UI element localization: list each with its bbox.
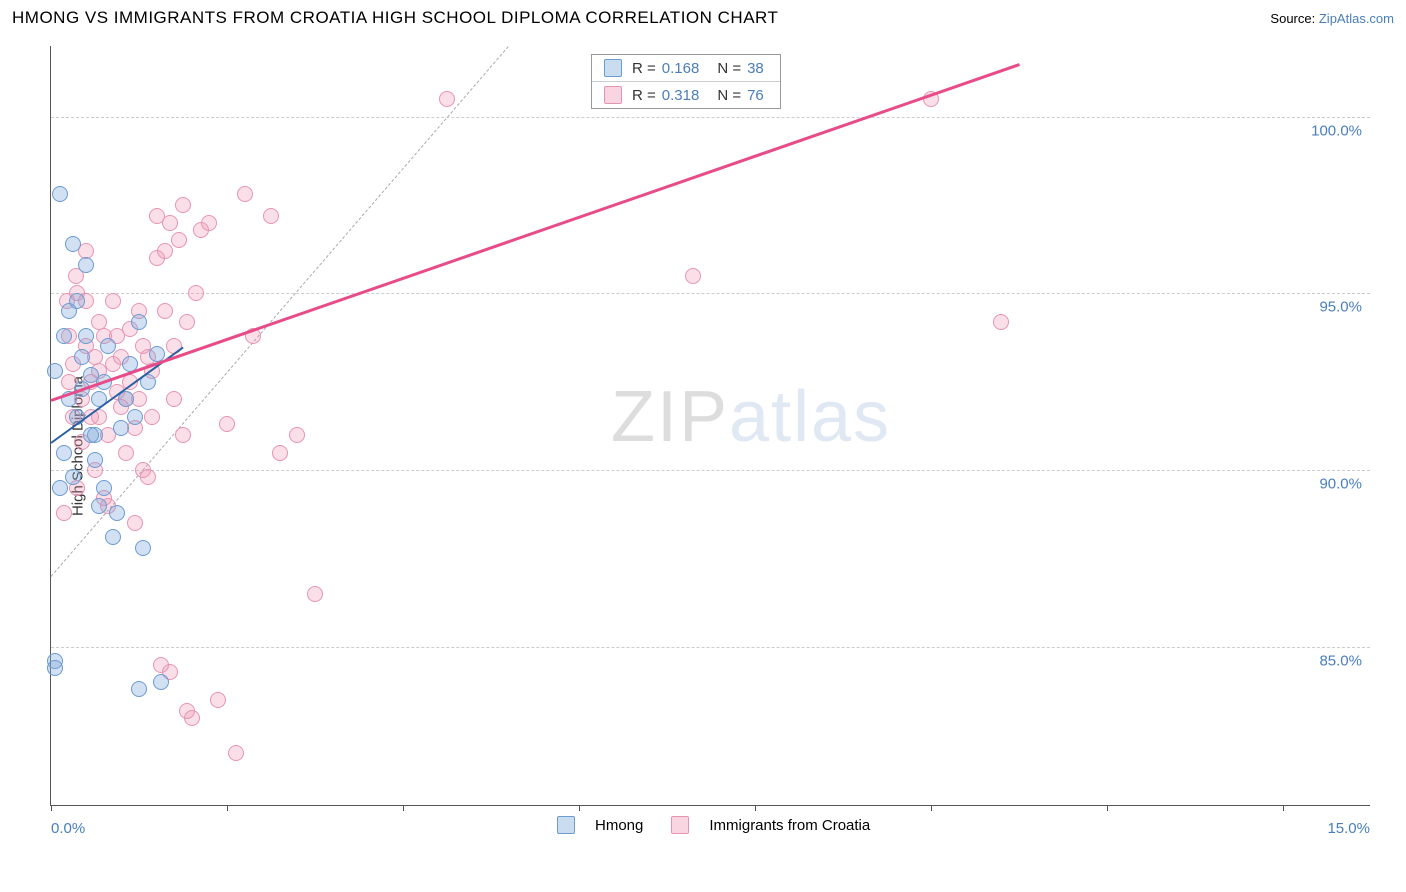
data-point xyxy=(188,285,204,301)
data-point xyxy=(157,303,173,319)
legend-swatch xyxy=(557,816,575,834)
n-label: N = xyxy=(717,87,741,104)
gridline xyxy=(51,470,1370,471)
data-point xyxy=(272,445,288,461)
x-tick-label: 15.0% xyxy=(1327,820,1370,837)
data-point xyxy=(179,314,195,330)
n-value: 38 xyxy=(747,60,764,77)
data-point xyxy=(135,462,151,478)
source-link[interactable]: ZipAtlas.com xyxy=(1319,11,1394,26)
x-tick xyxy=(755,805,756,811)
data-point xyxy=(135,540,151,556)
data-point xyxy=(109,505,125,521)
data-point xyxy=(153,674,169,690)
legend-row: R = 0.318 N = 76 xyxy=(592,82,780,108)
data-point xyxy=(118,445,134,461)
y-tick-label: 85.0% xyxy=(1319,652,1362,669)
scatter-chart: 85.0%90.0%95.0%100.0%0.0%15.0%ZIPatlasR … xyxy=(50,46,1370,806)
x-tick-label: 0.0% xyxy=(51,820,85,837)
r-value: 0.318 xyxy=(662,87,700,104)
data-point xyxy=(96,480,112,496)
data-point xyxy=(52,480,68,496)
data-point xyxy=(131,681,147,697)
data-point xyxy=(47,363,63,379)
data-point xyxy=(65,236,81,252)
data-point xyxy=(105,529,121,545)
gridline xyxy=(51,647,1370,648)
r-value: 0.168 xyxy=(662,60,700,77)
legend-swatch xyxy=(604,86,622,104)
data-point xyxy=(87,452,103,468)
data-point xyxy=(56,328,72,344)
data-point xyxy=(175,427,191,443)
legend-swatch xyxy=(604,59,622,77)
data-point xyxy=(157,243,173,259)
watermark: ZIPatlas xyxy=(611,376,891,458)
x-tick xyxy=(227,805,228,811)
data-point xyxy=(201,215,217,231)
chart-title: HMONG VS IMMIGRANTS FROM CROATIA HIGH SC… xyxy=(12,8,778,28)
data-point xyxy=(219,416,235,432)
gridline xyxy=(51,293,1370,294)
x-tick xyxy=(51,805,52,811)
data-point xyxy=(993,314,1009,330)
data-point xyxy=(83,427,99,443)
data-point xyxy=(171,232,187,248)
data-point xyxy=(78,328,94,344)
data-point xyxy=(78,257,94,273)
guide-line xyxy=(51,46,509,577)
data-point xyxy=(69,293,85,309)
x-tick xyxy=(931,805,932,811)
data-point xyxy=(307,586,323,602)
x-tick xyxy=(403,805,404,811)
data-point xyxy=(113,420,129,436)
data-point xyxy=(74,349,90,365)
gridline xyxy=(51,117,1370,118)
x-tick xyxy=(579,805,580,811)
data-point xyxy=(127,409,143,425)
x-tick xyxy=(1107,805,1108,811)
data-point xyxy=(685,268,701,284)
source-label: Source: xyxy=(1270,11,1315,26)
n-label: N = xyxy=(717,60,741,77)
data-point xyxy=(179,703,195,719)
watermark-zip: ZIP xyxy=(611,377,729,457)
x-tick xyxy=(1283,805,1284,811)
data-point xyxy=(91,314,107,330)
data-point xyxy=(144,409,160,425)
data-point xyxy=(56,505,72,521)
watermark-atlas: atlas xyxy=(729,377,891,457)
data-point xyxy=(56,445,72,461)
data-point xyxy=(52,186,68,202)
data-point xyxy=(47,660,63,676)
data-point xyxy=(210,692,226,708)
data-point xyxy=(100,338,116,354)
r-label: R = xyxy=(632,60,656,77)
data-point xyxy=(131,314,147,330)
legend-label: Immigrants from Croatia xyxy=(709,817,870,834)
y-tick-label: 95.0% xyxy=(1319,299,1362,316)
data-point xyxy=(149,208,165,224)
data-point xyxy=(439,91,455,107)
n-value: 76 xyxy=(747,87,764,104)
legend-label: Hmong xyxy=(595,817,643,834)
data-point xyxy=(127,515,143,531)
series-legend: Hmong Immigrants from Croatia xyxy=(557,816,888,834)
data-point xyxy=(166,391,182,407)
data-point xyxy=(263,208,279,224)
y-tick-label: 100.0% xyxy=(1311,122,1362,139)
legend-swatch xyxy=(671,816,689,834)
data-point xyxy=(289,427,305,443)
data-point xyxy=(105,293,121,309)
y-tick-label: 90.0% xyxy=(1319,476,1362,493)
source-attribution: Source: ZipAtlas.com xyxy=(1270,11,1394,26)
data-point xyxy=(237,186,253,202)
data-point xyxy=(228,745,244,761)
r-label: R = xyxy=(632,87,656,104)
data-point xyxy=(175,197,191,213)
legend-row: R = 0.168 N = 38 xyxy=(592,55,780,82)
data-point xyxy=(91,498,107,514)
correlation-legend: R = 0.168 N = 38 R = 0.318 N = 76 xyxy=(591,54,781,109)
data-point xyxy=(65,469,81,485)
